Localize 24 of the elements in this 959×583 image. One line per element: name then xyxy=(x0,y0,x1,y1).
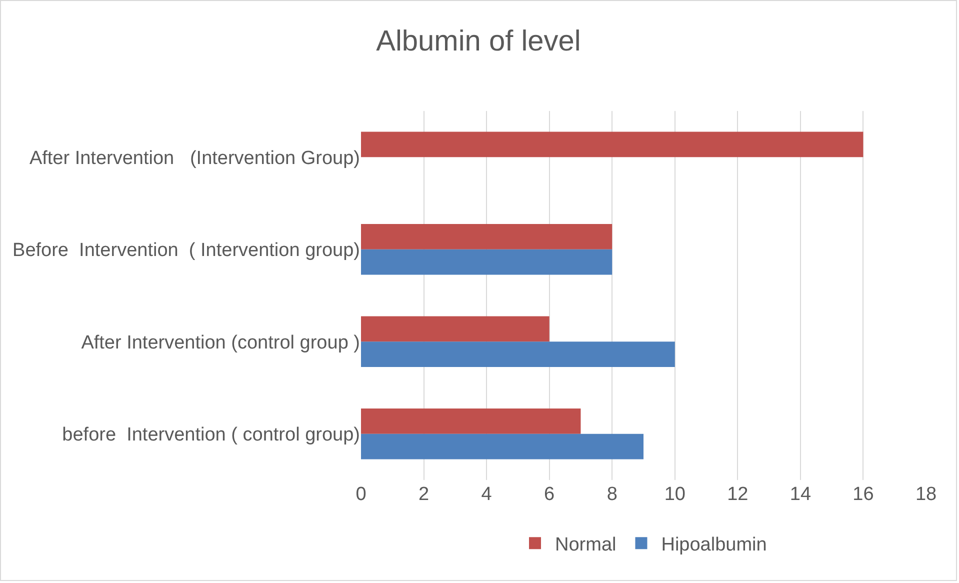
y-tick-label: After Intervention (control group ) xyxy=(81,332,360,354)
bar xyxy=(361,249,612,275)
y-tick-label: before Intervention ( control group) xyxy=(62,424,360,446)
x-tick-label: 8 xyxy=(606,484,618,505)
bar xyxy=(361,224,612,250)
x-tick-label: 16 xyxy=(852,484,874,505)
bar xyxy=(361,316,550,342)
x-tick-label: 2 xyxy=(418,484,430,505)
x-tick-label: 0 xyxy=(356,484,366,505)
x-tick-label: 4 xyxy=(481,484,492,505)
bar xyxy=(361,408,581,434)
y-tick-label: Before Intervention ( Intervention group) xyxy=(12,240,360,262)
bar xyxy=(361,342,675,367)
bar xyxy=(361,434,644,460)
y-tick-label: After Intervention (Intervention Group) xyxy=(29,148,360,169)
bar xyxy=(361,132,864,158)
x-tick-label: 18 xyxy=(915,484,937,505)
legend-label: Normal xyxy=(555,534,616,556)
chart-title: Albumin of level xyxy=(376,25,581,58)
x-tick-label: 14 xyxy=(790,484,812,505)
x-tick-label: 12 xyxy=(727,484,748,505)
legend-label: Hipoalbumin xyxy=(661,534,767,556)
x-tick-label: 10 xyxy=(664,484,686,505)
x-tick-label: 6 xyxy=(544,484,555,505)
